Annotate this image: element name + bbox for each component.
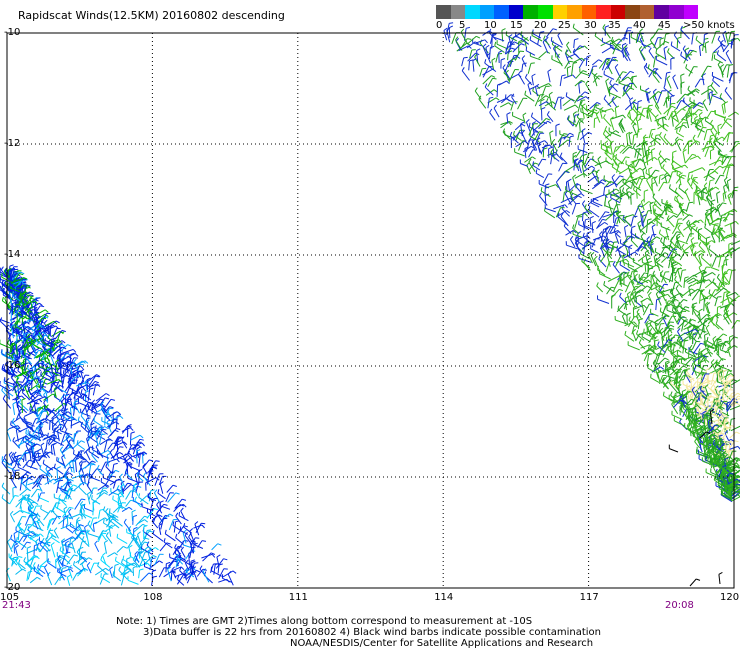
y-tick-label: -12	[4, 138, 21, 149]
legend-swatch	[581, 5, 597, 19]
note-line-3: NOAA/NESDIS/Center for Satellite Applica…	[290, 638, 594, 649]
note-line-1: Note: 1) Times are GMT 2)Times along bot…	[116, 616, 533, 627]
legend-swatch	[610, 5, 626, 19]
legend-swatch	[479, 5, 495, 19]
legend-label: 25	[558, 20, 571, 31]
legend-label: 20	[534, 20, 547, 31]
legend-swatch	[567, 5, 582, 19]
legend-swatch	[683, 5, 699, 19]
legend-swatch	[465, 5, 480, 19]
note-line-2: 3)Data buffer is 22 hrs from 20160802 4)…	[143, 627, 601, 638]
legend-label: 10	[484, 20, 497, 31]
grid-lines	[6, 32, 735, 589]
east-swath-barbs	[443, 22, 740, 587]
plot-frame	[6, 32, 735, 589]
legend-swatch	[537, 5, 553, 19]
y-tick-label: -20	[4, 582, 21, 593]
time-left: 21:43	[2, 600, 31, 611]
legend-swatch	[625, 5, 640, 19]
legend-swatch	[596, 5, 611, 19]
legend-swatch	[654, 5, 669, 19]
legend-labels: 0 5 10 15 20 25 30 35 40 45 >50 knots	[436, 20, 740, 32]
legend-label: 5	[459, 20, 466, 31]
x-tick-label: 108	[143, 592, 163, 603]
legend-swatch	[523, 5, 538, 19]
x-tick-label: 117	[579, 592, 599, 603]
legend-swatch	[450, 5, 466, 19]
west-swath-barbs	[0, 264, 237, 586]
legend-label: 40	[633, 20, 646, 31]
x-tick-label: 114	[434, 592, 454, 603]
legend-label: >50 knots	[683, 20, 735, 31]
wind-speed-color-legend	[436, 5, 699, 19]
y-tick-label: -10	[4, 27, 21, 38]
y-tick-label: -14	[4, 249, 21, 260]
legend-label: 0	[436, 20, 443, 31]
legend-label: 30	[584, 20, 597, 31]
legend-swatch	[494, 5, 509, 19]
y-tick-label: -16	[4, 360, 21, 371]
x-tick-label: 105	[0, 592, 20, 603]
y-tick-label: -18	[4, 471, 21, 482]
legend-swatch	[508, 5, 524, 19]
legend-label: 45	[658, 20, 671, 31]
legend-swatch	[669, 5, 684, 19]
x-tick-label: 120	[720, 592, 740, 603]
time-right: 20:08	[665, 600, 694, 611]
legend-swatch	[436, 5, 451, 19]
legend-label: 35	[608, 20, 621, 31]
legend-swatch	[552, 5, 568, 19]
x-tick-label: 111	[288, 592, 308, 603]
legend-swatch	[639, 5, 655, 19]
legend-label: 15	[510, 20, 523, 31]
map-title: Rapidscat Winds(12.5KM) 20160802 descend…	[18, 9, 285, 22]
